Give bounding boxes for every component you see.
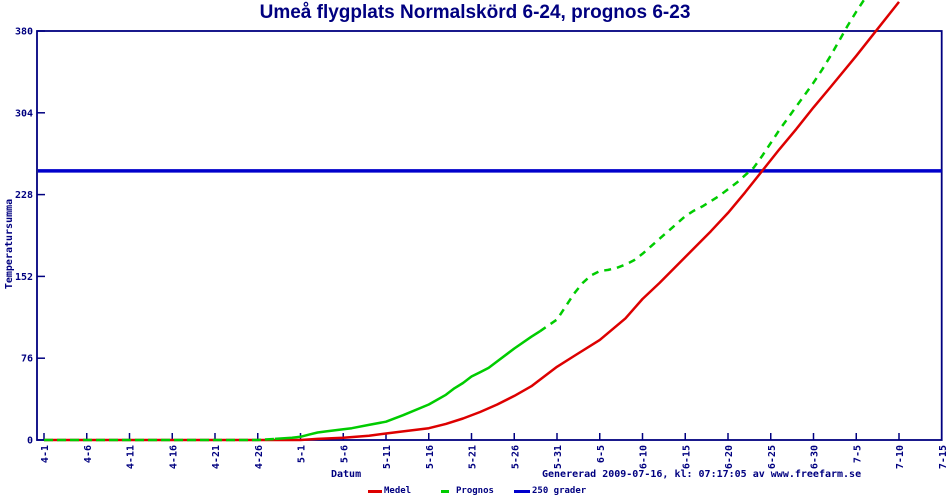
x-tick-label: 7-10 <box>895 445 906 469</box>
x-tick-label: 6-20 <box>724 445 735 469</box>
x-tick-label: 5-16 <box>425 445 436 469</box>
legend-line-sample-medel <box>368 490 382 493</box>
x-tick-label: 4-1 <box>40 445 51 463</box>
x-tick-label: 4-26 <box>254 445 265 469</box>
plot-border <box>36 30 943 441</box>
x-tick-label: 5-31 <box>553 445 564 469</box>
generated-timestamp: Genererad 2009-07-16, kl: 07:17:05 av ww… <box>542 469 862 480</box>
x-tick-label: 4-16 <box>168 445 179 469</box>
x-tick-label: 4-11 <box>126 445 137 469</box>
chart-title: Umeå flygplats Normalskörd 6-24, prognos… <box>259 2 691 23</box>
legend-line-sample-250-grader <box>514 490 530 493</box>
x-tick-label: 5-1 <box>297 445 308 463</box>
y-tick-label: 152 <box>15 272 33 283</box>
y-tick-label: 76 <box>21 354 33 365</box>
x-tick-label: 6-5 <box>596 445 607 463</box>
series-medel-line <box>44 1 900 442</box>
x-tick-label: 4-21 <box>211 445 222 469</box>
y-tick-label: 228 <box>15 190 33 201</box>
x-tick-label: 6-25 <box>767 445 778 469</box>
series-prognos-line-flat <box>44 437 275 442</box>
x-tick-label: 5-21 <box>468 445 479 469</box>
legend-label-prognos: Prognos <box>456 486 494 496</box>
x-tick-label: 5-6 <box>339 445 350 463</box>
x-tick-label: 4-6 <box>83 445 94 463</box>
x-tick-label: 7-5 <box>852 445 863 463</box>
y-tick-label: 0 <box>27 436 33 447</box>
x-tick-label: 6-10 <box>639 445 650 469</box>
y-axis-title: Temperatursumma <box>4 199 15 289</box>
legend-label-250-grader: 250 grader <box>532 486 587 496</box>
x-tick-label: 5-11 <box>382 445 393 469</box>
series-prognos-line-solid <box>274 330 541 441</box>
legend-label-medel: Medel <box>384 486 412 496</box>
x-tick-label: 5-26 <box>510 445 521 469</box>
x-tick-label: 6-30 <box>810 445 821 469</box>
x-tick-label: 6-15 <box>681 445 692 469</box>
series-prognos-line-dashed <box>539 0 866 333</box>
y-tick-label: 304 <box>15 108 33 119</box>
legend-line-sample-prognos <box>441 490 449 493</box>
x-axis-title: Datum <box>331 469 362 480</box>
x-tick-label: 7-15 <box>938 445 949 469</box>
y-tick-label: 380 <box>15 27 33 38</box>
